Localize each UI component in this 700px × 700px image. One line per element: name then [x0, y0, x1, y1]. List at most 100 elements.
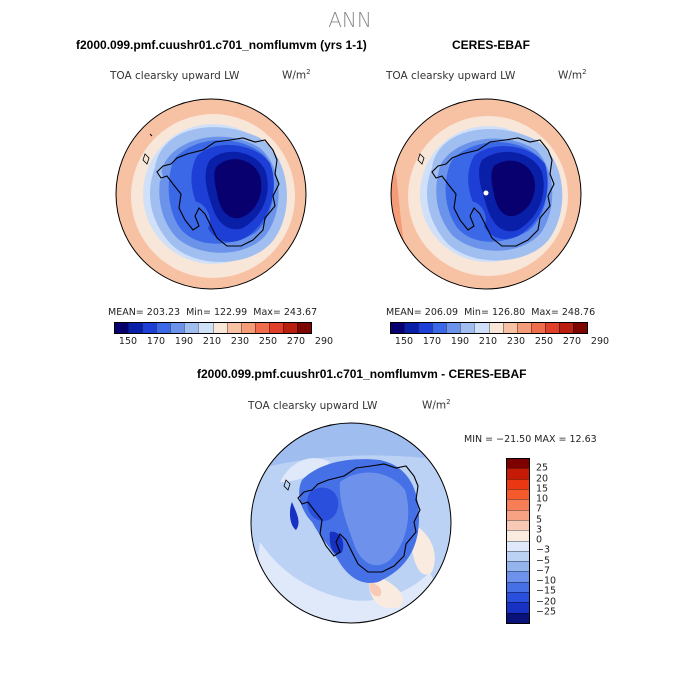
panel-3-colorbar-swatch [507, 612, 529, 623]
panel-2-colorbar-label: 270 [562, 336, 582, 347]
panel-3-colorbar-swatch [507, 530, 529, 541]
panel-1-mean-value: 203.23 [146, 307, 181, 318]
panel-2-polar-map [390, 98, 582, 290]
panel-1-colorbar-swatch [198, 323, 213, 333]
panel-3-colorbar-label: 3 [536, 524, 543, 536]
panel-2-colorbar-swatch [432, 323, 447, 333]
panel-2-colorbar-label: 290 [590, 336, 610, 347]
panel-3-colorbar-swatch [507, 602, 529, 613]
panel-1-colorbar-label: 210 [202, 336, 222, 347]
panel-2-units-base: W/m [558, 69, 583, 82]
panel-1-title: f2000.099.pmf.cuushr01.c701_nomflumvm (y… [76, 38, 367, 52]
panel-1-colorbar-swatch [254, 323, 269, 333]
panel-1-colorbar-swatch [212, 323, 227, 333]
panel-3-colorbar-swatch [507, 561, 529, 572]
panel-1-colorbar-swatch [142, 323, 157, 333]
panel-3-minmax: MIN = −21.50 MAX = 12.63 [464, 434, 597, 445]
panel-1-colorbar-swatch [268, 323, 283, 333]
panel-3-colorbar-swatch [507, 509, 529, 520]
panel-2-colorbar-label: 250 [534, 336, 554, 347]
panel-3-colorbar-label: −10 [536, 575, 557, 587]
panel-3-colorbar-label: 20 [536, 473, 549, 484]
panel-1-colorbar-swatch [240, 323, 255, 333]
panel-1-min-label: Min= [186, 307, 211, 318]
panel-3-colorbar-label: −15 [536, 585, 557, 597]
panel-3-colorbar-label: −7 [536, 565, 551, 577]
panel-2-colorbar-swatch [446, 323, 461, 333]
panel-3-colorbar-swatch [507, 540, 529, 551]
panel-3-title: f2000.099.pmf.cuushr01.c701_nomflumvm - … [197, 367, 527, 381]
panel-3-field-label: TOA clearsky upward LW [248, 400, 378, 412]
panel-3-colorbar-swatch [507, 571, 529, 582]
panel-1-units-exp: 2 [306, 68, 311, 76]
panel-2-max-label: Max= [531, 307, 559, 318]
panel-3-polar-map [250, 422, 452, 624]
panel-1-map-fill [116, 99, 306, 289]
panel-2-min-label: Min= [464, 307, 489, 318]
panel-2-map-border [390, 98, 582, 290]
panel-1-colorbar-label: 290 [314, 336, 334, 347]
panel-2-colorbar-swatch [418, 323, 433, 333]
panel-1-colorbar-labels: 150 170 190 210 230 250 270 290 [114, 336, 333, 348]
panel-3-units-exp: 2 [446, 398, 451, 406]
panel-2-colorbar-swatch [460, 323, 475, 333]
panel-1-colorbar-label: 230 [230, 336, 250, 347]
panel-2-colorbar [390, 322, 588, 334]
panel-3-colorbar-swatch [507, 488, 529, 500]
panel-2-colorbar-swatch [404, 323, 419, 333]
panel-2-colorbar-swatch [516, 323, 531, 333]
panel-3-units: W/m2 [422, 398, 451, 412]
panel-1-colorbar-label: 170 [146, 336, 166, 347]
panel-3-colorbar-swatch [507, 499, 529, 510]
panel-2-colorbar-swatch [474, 323, 489, 333]
panel-3-colorbar [506, 458, 530, 624]
panel-2-colorbar-swatch [558, 323, 574, 333]
panel-3-colorbar-label: 25 [536, 462, 549, 474]
panel-1-colorbar-swatch [226, 323, 241, 333]
panel-2-stats: MEAN= 206.09 Min= 126.80 Max= 248.76 [386, 307, 595, 318]
panel-1-max-label: Max= [253, 307, 281, 318]
panel-2-title: CERES-EBAF [452, 38, 531, 52]
panel-1-colorbar-label: 190 [174, 336, 194, 347]
panel-1-max-value: 243.67 [283, 307, 318, 318]
panel-3-colorbar-swatch [507, 459, 529, 469]
panel-1-units-base: W/m [282, 69, 307, 82]
panel-3-colorbar-label: −3 [536, 544, 551, 556]
panel-2-colorbar-label: 170 [422, 336, 442, 347]
panel-1-colorbar-label: 150 [118, 336, 138, 347]
panel-1-field-label: TOA clearsky upward LW [110, 70, 240, 82]
panel-2-units-exp: 2 [582, 68, 587, 76]
panel-1-colorbar-swatch [128, 323, 143, 333]
panel-3-colorbar-label: −5 [536, 555, 551, 566]
panel-1-colorbar-swatch [170, 323, 185, 333]
panel-2-colorbar-swatch [544, 323, 559, 333]
panel-2-colorbar-labels: 150 170 190 210 230 250 270 290 [390, 336, 609, 348]
panel-2-colorbar-label: 230 [506, 336, 526, 347]
panel-1-min-value: 122.99 [213, 307, 248, 318]
panel-3-colorbar-label: 5 [536, 514, 543, 525]
panel-2-coastline [417, 137, 555, 247]
panel-1-polar-map [115, 98, 307, 290]
panel-1-units: W/m2 [282, 68, 311, 82]
panel-3-coastline [283, 463, 421, 573]
panel-1-colorbar-swatch [184, 323, 199, 333]
panel-3-colorbar-label: 15 [536, 483, 549, 495]
panel-3-colorbar-swatch [507, 592, 529, 603]
panel-2-colorbar-swatch [391, 323, 405, 333]
panel-1-colorbar [114, 322, 312, 334]
panel-2-map-fill [391, 99, 581, 289]
panel-1-colorbar-swatch [156, 323, 171, 333]
panel-2-colorbar-swatch [488, 323, 503, 333]
panel-2-colorbar-swatch [573, 323, 588, 333]
panel-3-units-base: W/m [422, 399, 447, 412]
panel-3-colorbar-label: −20 [536, 596, 557, 607]
panel-2-field-label: TOA clearsky upward LW [386, 70, 516, 82]
panel-3-colorbar-swatch [507, 581, 529, 593]
panel-2-max-value: 248.76 [561, 307, 596, 318]
panel-1-mean-label: MEAN= [108, 307, 144, 318]
panel-1-colorbar-swatch [282, 323, 298, 333]
panel-3-map-border [250, 422, 452, 624]
panel-1-colorbar-label: 250 [258, 336, 278, 347]
panel-1-colorbar-label: 270 [286, 336, 306, 347]
panel-3-colorbar-swatch [507, 550, 529, 562]
